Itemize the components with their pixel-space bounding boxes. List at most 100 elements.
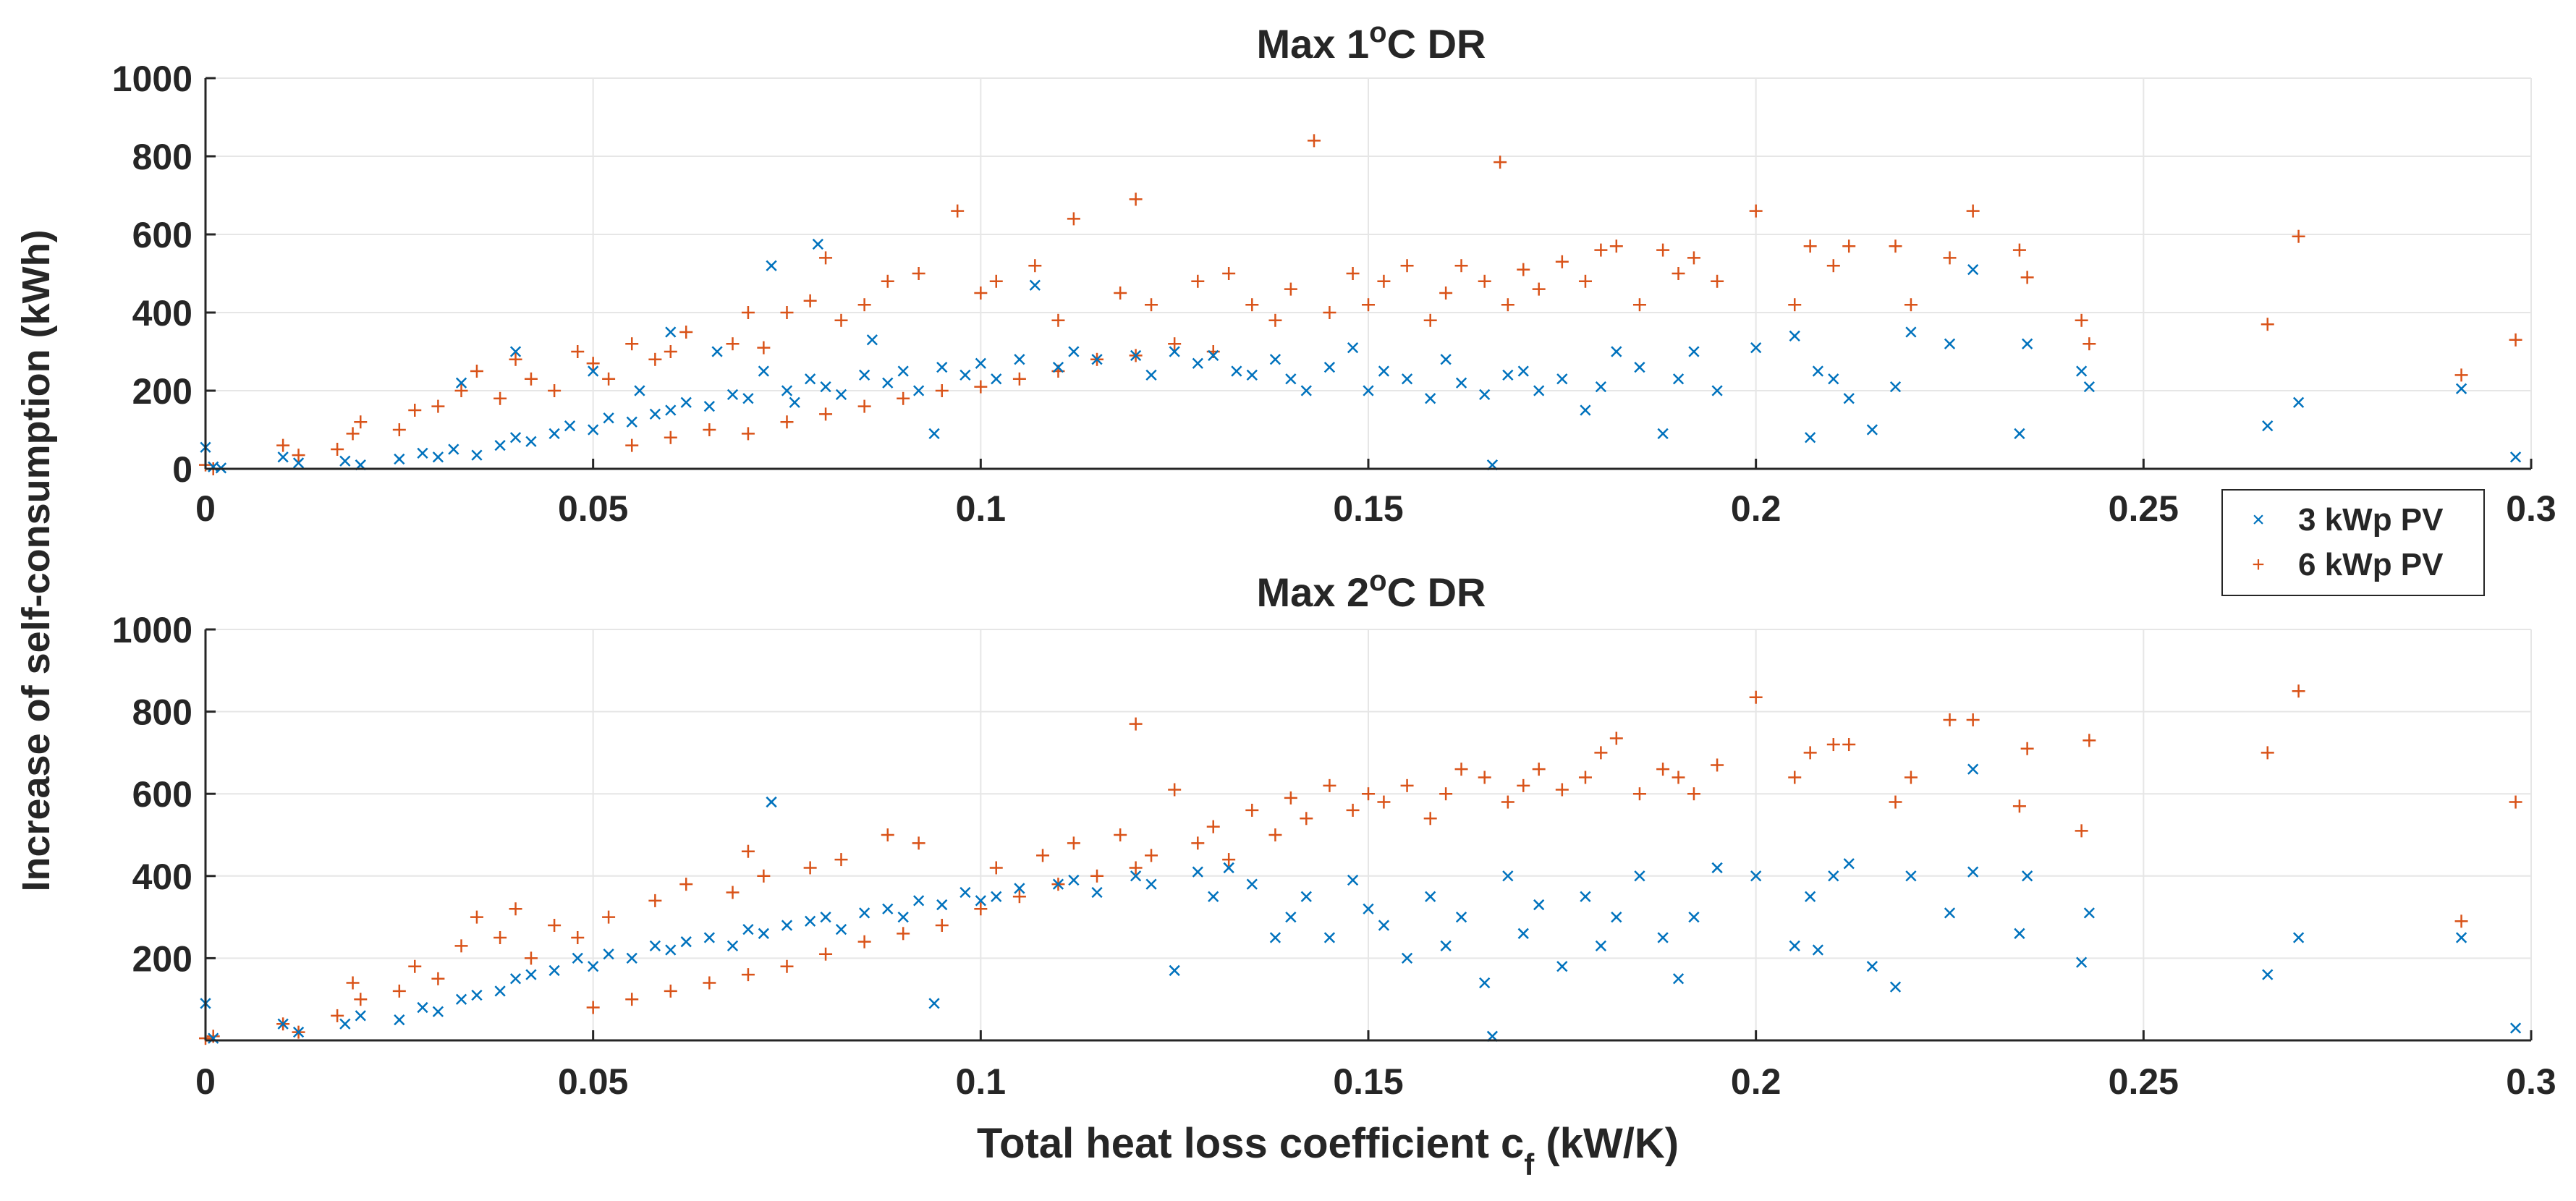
x-tick-label: 0.2 xyxy=(1731,1061,1781,1102)
point-6kwp xyxy=(2261,318,2274,331)
point-3kwp xyxy=(665,944,677,956)
point-3kwp xyxy=(781,920,793,931)
point-6kwp xyxy=(648,894,662,907)
point-3kwp xyxy=(1300,385,1312,396)
point-6kwp xyxy=(1609,731,1623,745)
point-3kwp xyxy=(1533,899,1545,911)
point-6kwp xyxy=(1145,298,1158,312)
point-6kwp xyxy=(2292,684,2305,698)
point-3kwp xyxy=(1805,891,1816,902)
y-tick-label: 400 xyxy=(132,857,192,897)
point-3kwp xyxy=(292,457,305,469)
y-tick-label: 800 xyxy=(132,692,192,733)
point-3kwp xyxy=(1502,369,1514,381)
point-3kwp xyxy=(603,949,614,960)
point-3kwp xyxy=(1672,973,1685,985)
point-3kwp xyxy=(1611,346,1622,357)
point-6kwp xyxy=(2083,734,2096,747)
point-6kwp xyxy=(935,384,949,397)
point-6kwp xyxy=(664,984,677,998)
point-3kwp xyxy=(626,416,637,428)
point-6kwp xyxy=(803,861,817,875)
point-6kwp xyxy=(354,993,368,1006)
point-3kwp xyxy=(1091,354,1103,365)
point-6kwp xyxy=(1377,274,1391,288)
point-6kwp xyxy=(726,886,740,899)
point-6kwp xyxy=(1711,274,1724,288)
point-6kwp xyxy=(1904,298,1918,312)
point-6kwp xyxy=(1711,758,1724,772)
point-6kwp xyxy=(1268,313,1282,327)
point-6kwp xyxy=(2020,742,2034,755)
point-3kwp xyxy=(991,373,1002,385)
point-3kwp xyxy=(1363,385,1374,396)
point-3kwp xyxy=(1634,870,1645,882)
point-6kwp xyxy=(1114,287,1127,300)
point-3kwp xyxy=(603,412,614,424)
point-3kwp xyxy=(432,1006,444,1017)
point-3kwp xyxy=(1378,365,1390,377)
point-3kwp xyxy=(781,385,793,396)
point-3kwp xyxy=(742,924,754,935)
point-6kwp xyxy=(408,959,422,973)
point-3kwp xyxy=(548,428,560,440)
point-3kwp xyxy=(525,969,537,980)
point-6kwp xyxy=(1656,243,1670,257)
x-tick-label: 0.3 xyxy=(2506,488,2556,529)
point-6kwp xyxy=(881,274,894,288)
x-tick-label: 0.15 xyxy=(1333,1061,1403,1102)
legend-marker-plus-icon: + xyxy=(2252,553,2265,577)
point-3kwp xyxy=(1223,862,1234,874)
point-3kwp xyxy=(789,396,800,408)
point-6kwp xyxy=(586,357,600,370)
point-6kwp xyxy=(912,836,925,850)
point-3kwp xyxy=(991,891,1002,902)
point-6kwp xyxy=(2261,746,2274,760)
point-3kwp xyxy=(1192,357,1203,369)
point-6kwp xyxy=(602,910,616,924)
point-3kwp xyxy=(494,439,506,451)
y-tick-label: 200 xyxy=(132,371,192,412)
point-6kwp xyxy=(1145,849,1158,862)
point-3kwp xyxy=(1323,932,1336,943)
point-3kwp xyxy=(1455,911,1467,923)
point-6kwp xyxy=(1517,263,1530,276)
point-6kwp xyxy=(726,337,740,351)
point-6kwp xyxy=(974,902,988,916)
point-6kwp xyxy=(1788,771,1802,784)
point-3kwp xyxy=(1091,886,1103,899)
point-6kwp xyxy=(493,931,507,944)
x-tick-label: 0.1 xyxy=(956,488,1007,529)
point-6kwp xyxy=(1323,778,1336,792)
y-tick-label: 0 xyxy=(172,449,192,490)
point-3kwp xyxy=(2455,383,2467,394)
point-3kwp xyxy=(1440,940,1452,951)
point-3kwp xyxy=(1866,961,1878,972)
point-3kwp xyxy=(1688,346,1700,357)
point-3kwp xyxy=(1812,944,1824,956)
point-3kwp xyxy=(1300,891,1312,902)
point-3kwp xyxy=(1347,874,1359,886)
point-6kwp xyxy=(834,313,848,327)
point-3kwp xyxy=(509,973,522,985)
legend-label: 6 kWp PV xyxy=(2298,547,2444,582)
point-6kwp xyxy=(431,972,445,985)
point-3kwp xyxy=(1889,381,1902,393)
point-3kwp xyxy=(1068,346,1080,357)
point-6kwp xyxy=(1632,298,1646,312)
point-3kwp xyxy=(1634,361,1645,373)
point-6kwp xyxy=(1749,690,1763,704)
point-6kwp xyxy=(292,449,305,462)
point-3kwp xyxy=(726,389,739,401)
point-6kwp xyxy=(2075,313,2088,327)
point-3kwp xyxy=(1323,361,1336,373)
point-6kwp xyxy=(1423,812,1437,826)
point-3kwp xyxy=(355,1010,366,1022)
point-3kwp xyxy=(2014,428,2025,440)
point-6kwp xyxy=(625,337,639,351)
point-6kwp xyxy=(1129,192,1143,206)
point-3kwp xyxy=(1425,891,1436,902)
point-6kwp xyxy=(951,204,965,218)
point-6kwp xyxy=(1632,787,1646,801)
point-3kwp xyxy=(1169,964,1180,977)
